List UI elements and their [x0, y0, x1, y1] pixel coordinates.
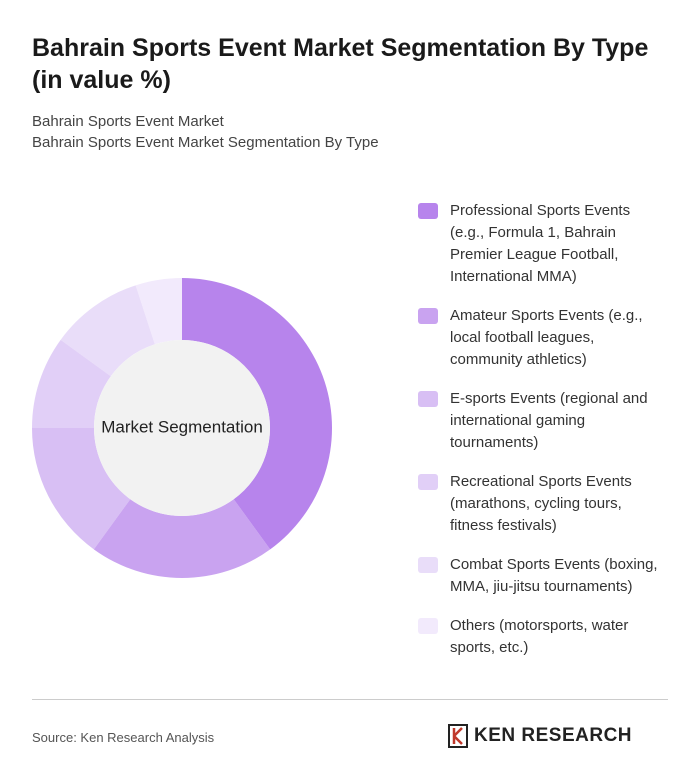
legend-label: Amateur Sports Events (e.g., local footb… [450, 307, 643, 368]
legend-swatch [418, 203, 438, 219]
legend-label: Professional Sports Events (e.g., Formul… [450, 202, 631, 285]
donut-slice [182, 278, 332, 550]
legend-item: Professional Sports Events (e.g., Formul… [418, 200, 668, 288]
center-label: Market Segmentation [101, 417, 263, 436]
legend-swatch [418, 618, 438, 634]
legend-item: Recreational Sports Events (marathons, c… [418, 471, 668, 537]
legend: Professional Sports Events (e.g., Formul… [418, 200, 668, 659]
separator [32, 699, 668, 700]
logo-text: KEN RESEARCH [474, 725, 633, 746]
legend-item: Others (motorsports, water sports, etc.) [418, 615, 668, 659]
legend-swatch [418, 391, 438, 407]
legend-item: Amateur Sports Events (e.g., local footb… [418, 305, 668, 371]
legend-label: E-sports Events (regional and internatio… [450, 390, 648, 451]
legend-label: Others (motorsports, water sports, etc.) [450, 617, 629, 656]
subtitle: Bahrain Sports Event Market Segmentation… [32, 134, 379, 151]
legend-label: Combat Sports Events (boxing, MMA, jiu-j… [450, 556, 658, 595]
legend-swatch [418, 474, 438, 490]
logo-icon [448, 724, 468, 748]
donut-slice [32, 428, 131, 550]
donut-slice [93, 499, 271, 578]
legend-swatch [418, 308, 438, 324]
legend-label: Recreational Sports Events (marathons, c… [450, 473, 632, 534]
chart: Market Segmentation [32, 278, 332, 578]
legend-swatch [418, 557, 438, 573]
donut-slice [135, 278, 182, 345]
source: Source: Ken Research Analysis [32, 730, 215, 745]
legend-item: Combat Sports Events (boxing, MMA, jiu-j… [418, 554, 668, 598]
logo: KEN RESEARCH [448, 724, 632, 748]
donut-slice [32, 339, 111, 428]
donut-slice [60, 285, 155, 377]
legend-item: E-sports Events (regional and internatio… [418, 388, 668, 454]
donut-hole [94, 340, 270, 516]
chart-title: Bahrain Sports Event Market Segmentation… [32, 34, 649, 94]
subtitle: Bahrain Sports Event Market [32, 113, 224, 130]
